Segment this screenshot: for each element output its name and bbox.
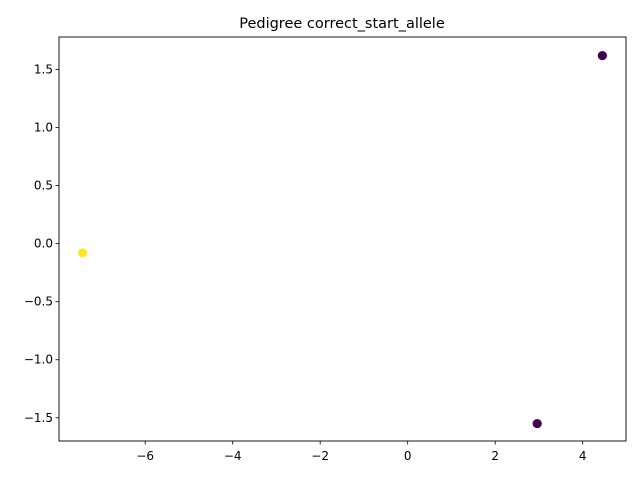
y-axis: −1.5 −1.0 −0.5 0.0 0.5 1.0 1.5 [24, 63, 59, 425]
y-tick-label: −1.0 [24, 353, 53, 367]
x-tick-label: −6 [136, 449, 154, 463]
chart-title: Pedigree correct_start_allele [239, 16, 445, 32]
y-tick-label: 0.5 [34, 179, 53, 193]
scatter-point [532, 418, 542, 429]
x-tick-label: −4 [224, 449, 242, 463]
plot-area [59, 37, 626, 441]
x-tick-label: 2 [491, 449, 499, 463]
y-tick-label: −1.5 [24, 411, 53, 425]
x-tick-label: −2 [311, 449, 329, 463]
y-tick-label: 1.5 [34, 63, 53, 77]
plot-frame [58, 36, 627, 442]
x-tick-label: 0 [404, 449, 412, 463]
scatter-point [78, 248, 88, 258]
x-axis: −6 −4 −2 0 2 4 [136, 441, 587, 463]
y-tick-label: 0.0 [34, 237, 53, 251]
scatter-point [597, 50, 607, 61]
data-points [78, 50, 607, 429]
y-tick-label: −0.5 [24, 295, 53, 309]
y-tick-label: 1.0 [34, 121, 53, 135]
x-tick-label: 4 [579, 449, 587, 463]
